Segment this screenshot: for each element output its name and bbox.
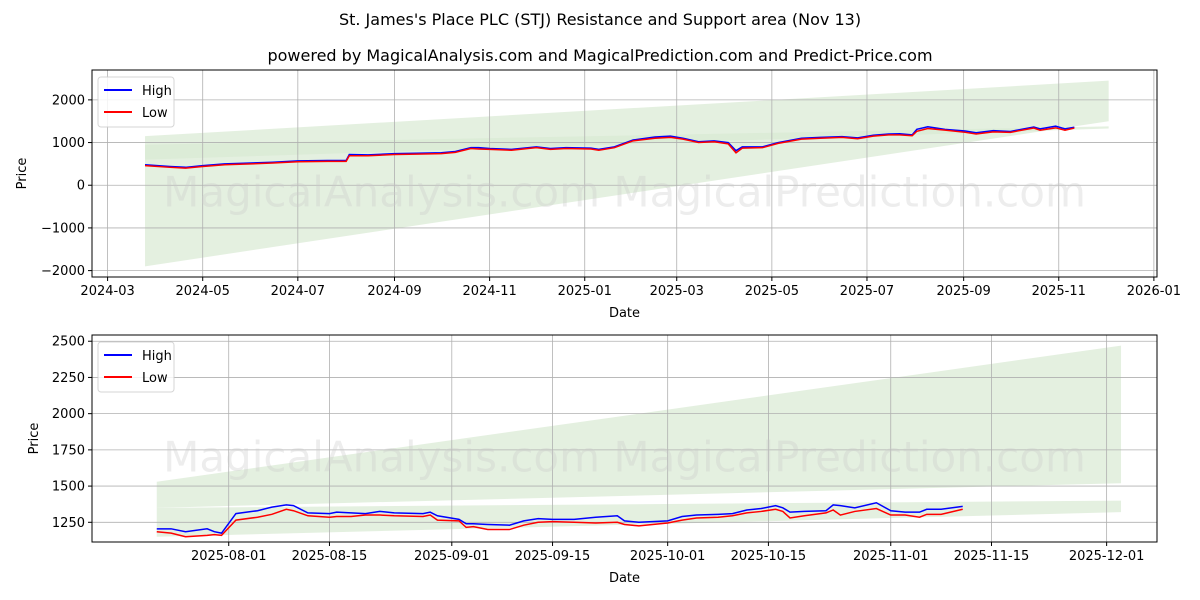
x-tick-label: 2025-09-15 (515, 549, 591, 564)
chart-1: −2000 −1000 0 1000 2000 2024-03 2024-05 2024-07… (15, 69, 1181, 321)
axes-frame (91, 69, 1158, 278)
x-tick-label: 2025-08-01 (191, 549, 267, 564)
x-tick-label: 2025-05 (745, 284, 799, 299)
x-tick-label: 2025-07 (840, 284, 894, 299)
y-tick-label: 0 (77, 179, 85, 194)
x-tick-label: 2025-09-01 (414, 549, 490, 564)
y-tick-label: −1000 (41, 221, 85, 236)
legend: High Low (97, 341, 175, 393)
y-tick-label: 1250 (52, 516, 85, 531)
series-line-low (144, 127, 1075, 169)
y-tick-label: 2500 (52, 335, 85, 350)
chart-title: St. James's Place PLC (STJ) Resistance a… (338, 10, 862, 29)
chart-2: 1250 1500 1750 2000 2250 2500 2025-08-01 2025-0… (27, 334, 1158, 586)
x-tick-label: 2024-07 (271, 284, 325, 299)
series-line-low (156, 507, 963, 538)
x-tick-label: 2024-09 (367, 284, 421, 299)
x-tick-label: 2025-12-01 (1069, 549, 1145, 564)
legend-label-high: High (142, 349, 172, 364)
support-resistance-band (156, 345, 1122, 508)
chart-subtitle: powered by MagicalAnalysis.com and Magic… (267, 46, 933, 65)
y-tick-label: 2000 (52, 93, 85, 108)
x-axis-label: Date (609, 306, 640, 321)
legend-label-high: High (142, 84, 172, 99)
x-tick-label: 2025-03 (650, 284, 704, 299)
support-resistance-band (145, 80, 1109, 267)
y-tick-label: 1750 (52, 443, 85, 458)
x-tick-label: 2026-01 (1127, 284, 1181, 299)
x-tick-label: 2025-10-01 (630, 549, 706, 564)
x-tick-label: 2025-09 (936, 284, 990, 299)
x-tick-label: 2025-08-15 (292, 549, 368, 564)
x-axis-label: Date (609, 571, 640, 586)
x-tick-label: 2025-10-15 (731, 549, 807, 564)
y-tick-label: 1000 (52, 136, 85, 151)
y-tick-label: −2000 (41, 264, 85, 279)
legend: High Low (97, 76, 175, 128)
x-tick-label: 2024-03 (80, 284, 134, 299)
y-axis-label: Price (15, 158, 30, 190)
series-line-high (156, 501, 963, 534)
x-tick-label: 2025-11 (1032, 284, 1086, 299)
y-axis-label: Price (27, 423, 42, 455)
watermark: MagicalAnalysis.com MagicalPrediction.co… (163, 433, 1086, 482)
legend-label-low: Low (142, 106, 168, 121)
x-tick-label: 2025-01 (558, 284, 612, 299)
axes-frame (91, 334, 1158, 543)
y-tick-label: 1500 (52, 480, 85, 495)
x-tick-label: 2025-11-15 (954, 549, 1030, 564)
y-tick-label: 2000 (52, 407, 85, 422)
y-tick-label: 2250 (52, 371, 85, 386)
x-tick-label: 2025-11-01 (853, 549, 929, 564)
x-tick-label: 2024-11 (462, 284, 516, 299)
watermark: MagicalAnalysis.com MagicalPrediction.co… (163, 168, 1086, 217)
x-tick-label: 2024-05 (176, 284, 230, 299)
legend-label-low: Low (142, 371, 168, 386)
support-resistance-band (156, 500, 1122, 537)
